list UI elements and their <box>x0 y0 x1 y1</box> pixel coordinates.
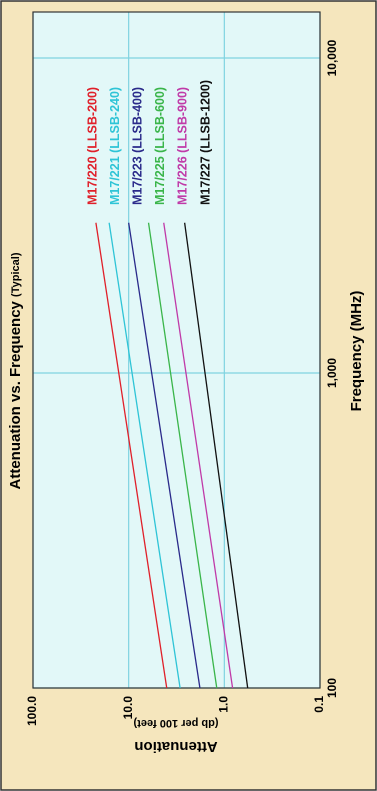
legend-label: M17/227 (LLSB-1200) <box>198 80 212 205</box>
y-tick-label: 1.0 <box>217 696 231 713</box>
series-line <box>147 222 218 689</box>
x-tick-label: 1,000 <box>325 358 339 388</box>
y-tick-label: 10.0 <box>121 696 135 720</box>
y-axis-subtitle: (db per 100 feet) <box>133 717 218 729</box>
chart-body: Attenuation vs. Frequency (Typical) Freq… <box>7 11 365 755</box>
legend-label: M17/226 (LLSB-900) <box>176 87 190 205</box>
subtitle: (Typical) <box>10 252 22 297</box>
chart-title: Attenuation vs. Frequency (Typical) <box>7 252 24 489</box>
plot-area <box>33 12 320 688</box>
x-tick-label: 10,000 <box>325 39 339 76</box>
legend-label: M17/225 (LLSB-600) <box>153 87 167 205</box>
y-tick-label: 100.0 <box>25 696 39 726</box>
plot-frame <box>32 11 321 689</box>
series-line <box>128 222 201 689</box>
y-tick-label: 0.1 <box>312 696 326 713</box>
legend-label: M17/220 (LLSB-200) <box>85 87 99 205</box>
series-line <box>95 222 168 689</box>
legend-label: M17/221 (LLSB-240) <box>108 87 122 205</box>
series-line <box>108 222 181 689</box>
series-line <box>183 222 249 689</box>
x-axis-title: Frequency (MHz) <box>348 291 365 412</box>
title: Attenuation vs. Frequency <box>7 300 24 489</box>
legend-label: M17/223 (LLSB-400) <box>130 87 144 205</box>
series-line <box>163 222 234 689</box>
y-axis-title: Attenuation <box>134 738 217 755</box>
x-tick-label: 100 <box>325 678 339 698</box>
